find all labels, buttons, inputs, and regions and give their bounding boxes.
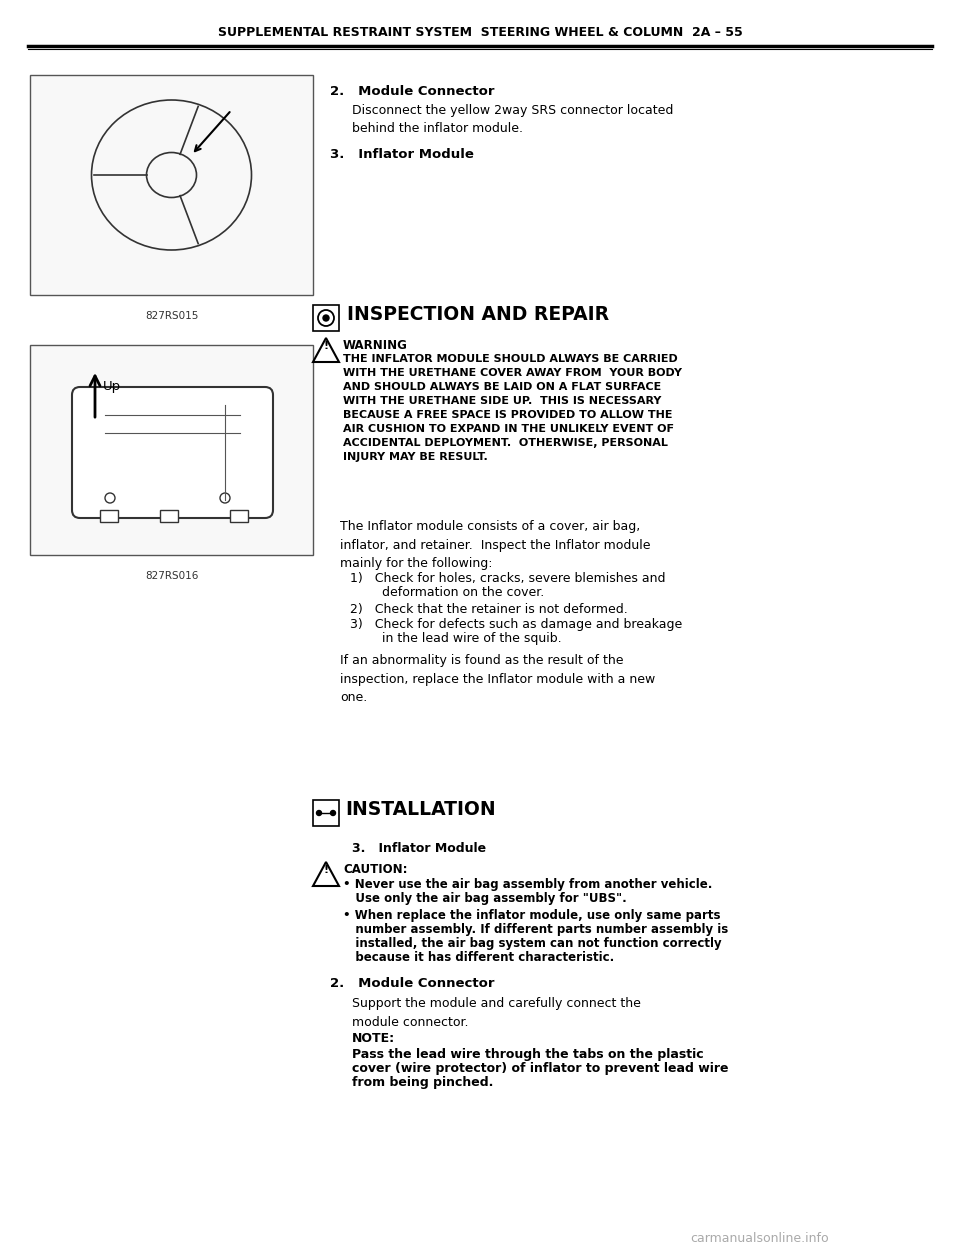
FancyBboxPatch shape bbox=[72, 388, 273, 518]
Text: INJURY MAY BE RESULT.: INJURY MAY BE RESULT. bbox=[343, 452, 488, 462]
Text: CAUTION:: CAUTION: bbox=[343, 862, 407, 876]
Text: Support the module and carefully connect the
module connector.: Support the module and carefully connect… bbox=[352, 998, 641, 1029]
Text: SUPPLEMENTAL RESTRAINT SYSTEM  STEERING WHEEL & COLUMN  2A – 55: SUPPLEMENTAL RESTRAINT SYSTEM STEERING W… bbox=[218, 25, 742, 39]
Text: Pass the lead wire through the tabs on the plastic: Pass the lead wire through the tabs on t… bbox=[352, 1048, 704, 1061]
Polygon shape bbox=[313, 862, 339, 886]
Text: because it has different characteristic.: because it has different characteristic. bbox=[343, 951, 614, 964]
Circle shape bbox=[317, 810, 322, 815]
Text: !: ! bbox=[324, 865, 328, 875]
Text: • Never use the air bag assembly from another vehicle.: • Never use the air bag assembly from an… bbox=[343, 878, 712, 891]
Circle shape bbox=[323, 315, 329, 321]
Text: NOTE:: NOTE: bbox=[352, 1032, 396, 1045]
Bar bbox=[30, 75, 313, 295]
Text: Use only the air bag assembly for "UBS".: Use only the air bag assembly for "UBS". bbox=[343, 892, 627, 905]
Text: WITH THE URETHANE COVER AWAY FROM  YOUR BODY: WITH THE URETHANE COVER AWAY FROM YOUR B… bbox=[343, 368, 682, 378]
Text: If an abnormality is found as the result of the
inspection, replace the Inflator: If an abnormality is found as the result… bbox=[340, 654, 656, 704]
Text: 3.   Inflator Module: 3. Inflator Module bbox=[352, 842, 486, 855]
Text: Disconnect the yellow 2way SRS connector located
behind the inflator module.: Disconnect the yellow 2way SRS connector… bbox=[352, 104, 673, 135]
Text: 827RS016: 827RS016 bbox=[145, 571, 198, 581]
Text: • When replace the inflator module, use only same parts: • When replace the inflator module, use … bbox=[343, 909, 721, 922]
Text: in the lead wire of the squib.: in the lead wire of the squib. bbox=[350, 632, 562, 645]
Text: AND SHOULD ALWAYS BE LAID ON A FLAT SURFACE: AND SHOULD ALWAYS BE LAID ON A FLAT SURF… bbox=[343, 382, 661, 392]
Text: carmanualsonline.info: carmanualsonline.info bbox=[690, 1231, 829, 1245]
Bar bbox=[30, 345, 313, 555]
Text: INSPECTION AND REPAIR: INSPECTION AND REPAIR bbox=[347, 305, 610, 324]
Text: installed, the air bag system can not function correctly: installed, the air bag system can not fu… bbox=[343, 938, 722, 950]
Text: WARNING: WARNING bbox=[343, 339, 408, 352]
Text: 2)   Check that the retainer is not deformed.: 2) Check that the retainer is not deform… bbox=[350, 602, 628, 616]
Bar bbox=[313, 305, 339, 331]
Text: BECAUSE A FREE SPACE IS PROVIDED TO ALLOW THE: BECAUSE A FREE SPACE IS PROVIDED TO ALLO… bbox=[343, 410, 673, 420]
Polygon shape bbox=[313, 338, 339, 362]
Bar bbox=[160, 510, 178, 522]
Text: INSTALLATION: INSTALLATION bbox=[345, 800, 495, 819]
Text: 3)   Check for defects such as damage and breakage: 3) Check for defects such as damage and … bbox=[350, 618, 683, 631]
Text: 1)   Check for holes, cracks, severe blemishes and: 1) Check for holes, cracks, severe blemi… bbox=[350, 572, 665, 585]
Text: 3.   Inflator Module: 3. Inflator Module bbox=[330, 148, 474, 161]
Text: deformation on the cover.: deformation on the cover. bbox=[350, 586, 544, 599]
Text: 827RS015: 827RS015 bbox=[145, 311, 198, 321]
Text: from being pinched.: from being pinched. bbox=[352, 1076, 493, 1089]
Text: Up: Up bbox=[103, 380, 121, 392]
Text: THE INFLATOR MODULE SHOULD ALWAYS BE CARRIED: THE INFLATOR MODULE SHOULD ALWAYS BE CAR… bbox=[343, 354, 678, 364]
Text: 2.   Module Connector: 2. Module Connector bbox=[330, 978, 494, 990]
Bar bbox=[100, 510, 118, 522]
Circle shape bbox=[330, 810, 335, 815]
Bar bbox=[313, 800, 339, 826]
Text: cover (wire protector) of inflator to prevent lead wire: cover (wire protector) of inflator to pr… bbox=[352, 1062, 729, 1075]
Text: WITH THE URETHANE SIDE UP.  THIS IS NECESSARY: WITH THE URETHANE SIDE UP. THIS IS NECES… bbox=[343, 396, 661, 406]
Text: !: ! bbox=[324, 341, 328, 351]
Text: ACCIDENTAL DEPLOYMENT.  OTHERWISE, PERSONAL: ACCIDENTAL DEPLOYMENT. OTHERWISE, PERSON… bbox=[343, 438, 668, 448]
Text: number assembly. If different parts number assembly is: number assembly. If different parts numb… bbox=[343, 922, 729, 936]
Text: AIR CUSHION TO EXPAND IN THE UNLIKELY EVENT OF: AIR CUSHION TO EXPAND IN THE UNLIKELY EV… bbox=[343, 424, 674, 434]
Text: 2.   Module Connector: 2. Module Connector bbox=[330, 85, 494, 98]
Bar bbox=[230, 510, 248, 522]
Text: The Inflator module consists of a cover, air bag,
inflator, and retainer.  Inspe: The Inflator module consists of a cover,… bbox=[340, 520, 651, 570]
